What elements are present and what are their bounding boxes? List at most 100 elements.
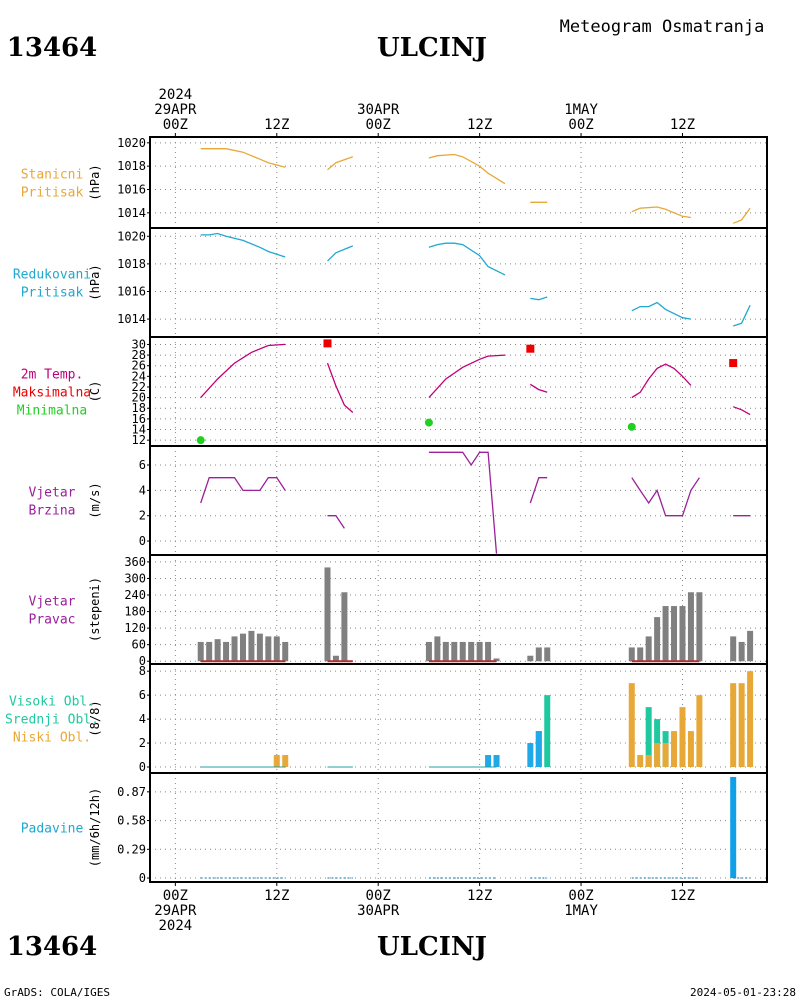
bar — [662, 743, 669, 768]
min-temp-marker — [196, 436, 205, 445]
y-tick-label: 0.87 — [117, 785, 146, 799]
bar — [671, 731, 678, 768]
bar — [730, 636, 737, 662]
bar — [637, 647, 644, 662]
bar — [273, 636, 280, 662]
bar — [747, 630, 754, 662]
x-tick-label-top: 29APR — [154, 102, 197, 118]
y-tick-label: 0 — [139, 871, 146, 885]
bar — [527, 743, 534, 768]
y-tick-label: 360 — [124, 555, 146, 569]
bar — [527, 655, 534, 662]
panel-frame — [149, 772, 768, 883]
series-line — [428, 242, 506, 276]
header-station-name: ULCINJ — [377, 33, 487, 63]
bar — [679, 606, 686, 662]
series-line — [530, 296, 548, 301]
x-tick-label-top: 1MAY — [564, 102, 598, 118]
bar — [273, 755, 280, 768]
panel-label: Srednji Obl. — [5, 713, 99, 728]
y-tick-label: 1016 — [117, 284, 146, 298]
series-line — [200, 343, 286, 399]
series-line — [327, 515, 345, 529]
bar — [324, 567, 331, 662]
bar — [231, 636, 238, 662]
series-line — [428, 451, 498, 554]
x-tick-label-bottom: 30APR — [357, 903, 400, 919]
y-tick-label: 1018 — [117, 257, 146, 271]
series-line — [200, 477, 286, 504]
x-tick-label-bottom: 12Z — [264, 888, 289, 904]
panel-label: Pritisak — [21, 286, 84, 301]
x-tick-label-bottom: 2024 — [158, 918, 192, 934]
bar — [662, 606, 669, 662]
panel-label: 2m Temp. — [21, 368, 84, 383]
x-tick-label-top: 00Z — [568, 117, 593, 133]
y-tick-label: 20 — [132, 391, 146, 405]
y-tick-label: 60 — [132, 638, 146, 652]
x-tick-label-bottom: 12Z — [467, 888, 492, 904]
y-tick-label: 12 — [132, 433, 146, 447]
footer-credit: GrADS: COLA/IGES — [4, 986, 110, 999]
y-tick-label: 0.29 — [117, 842, 146, 856]
y-tick-label: 2 — [139, 509, 146, 523]
y-tick-label: 28 — [132, 348, 146, 362]
bar — [687, 592, 694, 662]
x-tick-label-bottom: 12Z — [670, 888, 695, 904]
bar — [214, 639, 221, 662]
plot-layer: 1014101610181020(hPa)StanicniPritisak101… — [5, 87, 768, 934]
y-tick-label: 8 — [139, 664, 146, 678]
bar — [476, 641, 483, 662]
y-tick-label: 180 — [124, 605, 146, 619]
series-line — [631, 477, 700, 517]
series-line — [326, 362, 354, 413]
panel-label: Vjetar — [29, 595, 76, 610]
bar — [747, 671, 754, 768]
y-axis-label: (mm/6h/12h) — [88, 788, 102, 867]
series-line — [529, 477, 548, 504]
panel-frame — [149, 136, 768, 229]
y-tick-label: 1014 — [117, 206, 146, 220]
panel-clouds: 0 2 4 6 8 (8/8)Visoki Obl. Srednji Obl. Niski O… — [5, 663, 768, 774]
y-tick-label: 1018 — [117, 159, 146, 173]
bar — [637, 755, 644, 768]
panel-frame — [149, 336, 768, 447]
panel-wind_direction: 0 60 120 180 240 300 360 (stepeni) Vjetar Pravac — [29, 554, 768, 668]
bar — [282, 755, 289, 768]
bar — [332, 655, 339, 662]
x-tick-label-bottom: 1MAY — [564, 903, 598, 919]
panel-label: Padavine — [21, 822, 84, 837]
bar — [434, 636, 441, 662]
bar — [282, 641, 289, 662]
y-tick-label: 120 — [124, 621, 146, 635]
max-temp-marker — [323, 339, 332, 348]
y-tick-label: 1020 — [117, 136, 146, 150]
y-tick-label: 30 — [132, 337, 146, 351]
x-tick-label-top: 12Z — [670, 117, 695, 133]
panel-label: Pravac — [29, 613, 76, 628]
series-line — [428, 354, 506, 399]
bar — [265, 636, 272, 662]
series-line — [631, 363, 692, 399]
min-temp-marker — [424, 418, 433, 427]
bar — [544, 647, 551, 662]
bar — [239, 633, 246, 662]
x-tick-label-top: 2024 — [158, 87, 192, 103]
bar — [544, 695, 551, 768]
bar — [451, 641, 458, 662]
panel-wind_speed: 0 2 4 6 (m/s) Vjetar Brzina — [29, 445, 768, 556]
x-tick-label-top: 30APR — [357, 102, 400, 118]
y-axis-label: (m/s) — [88, 482, 102, 518]
panel-label: Pritisak — [21, 186, 84, 201]
bar — [738, 683, 745, 768]
bar — [654, 743, 661, 768]
bar — [645, 755, 652, 768]
y-tick-label: 0.58 — [117, 814, 146, 828]
y-tick-label: 26 — [132, 359, 146, 373]
bar — [197, 641, 204, 662]
bar — [485, 641, 492, 662]
x-tick-label-top: 12Z — [264, 117, 289, 133]
y-axis-label: (8/8) — [88, 700, 102, 736]
footer-station-id: 13464 — [7, 932, 97, 962]
